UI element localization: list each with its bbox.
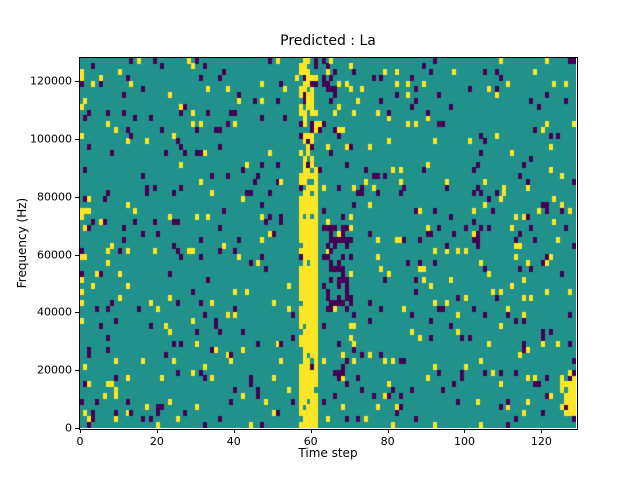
y-tick-label: 80000 — [37, 190, 72, 204]
y-tick-mark — [75, 196, 79, 198]
y-tick-label: 100000 — [30, 132, 72, 146]
y-axis-label: Frequency (Hz) — [15, 197, 29, 289]
y-tick-mark — [75, 81, 79, 83]
x-tick-label: 0 — [76, 435, 84, 448]
x-tick-mark — [541, 429, 543, 433]
x-tick-mark — [464, 429, 466, 433]
y-tick-mark — [75, 138, 79, 140]
y-tick-mark — [75, 312, 79, 314]
y-tick-label: 40000 — [37, 305, 72, 319]
y-tick-label: 60000 — [37, 248, 72, 262]
x-tick-label: 120 — [530, 435, 552, 448]
y-tick-mark — [75, 370, 79, 372]
plot-title: Predicted : La — [280, 33, 376, 49]
x-tick-label: 60 — [303, 435, 318, 448]
x-tick-label: 80 — [380, 435, 395, 448]
x-tick-mark — [387, 429, 389, 433]
x-axis-label: Time step — [298, 446, 358, 460]
y-tick-mark — [75, 428, 79, 429]
x-tick-mark — [156, 429, 158, 433]
y-tick-mark — [75, 254, 79, 256]
y-tick-label: 20000 — [37, 363, 72, 377]
x-tick-mark — [80, 429, 81, 433]
heatmap-canvas — [80, 58, 576, 428]
x-tick-label: 40 — [226, 435, 241, 448]
y-tick-label: 0 — [65, 421, 72, 435]
x-tick-label: 20 — [149, 435, 164, 448]
y-tick-label: 120000 — [30, 74, 72, 88]
x-tick-label: 100 — [453, 435, 475, 448]
x-tick-mark — [233, 429, 235, 433]
x-tick-mark — [310, 429, 312, 433]
